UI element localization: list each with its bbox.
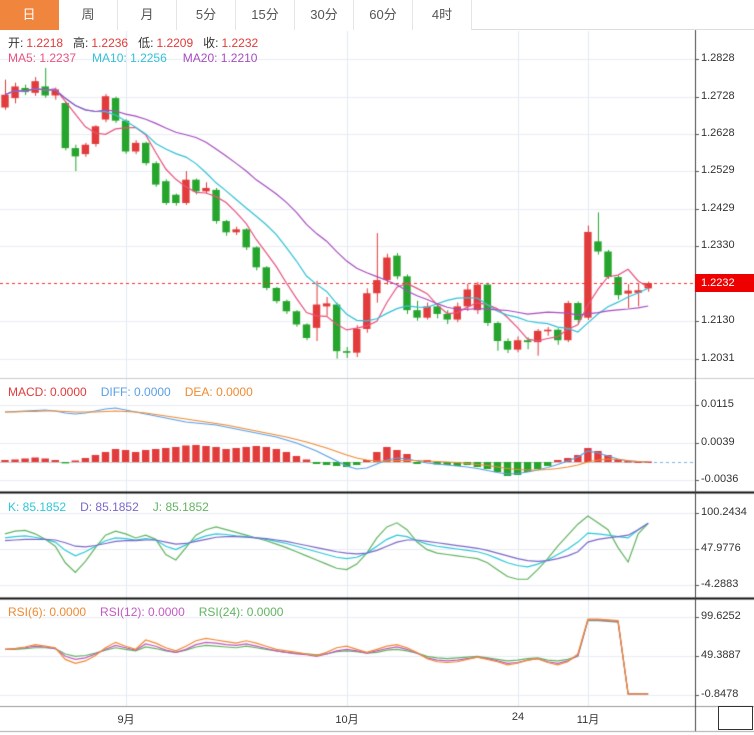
low-label: 低: — [138, 36, 154, 50]
rsi-tick-low: -0.8478 — [701, 688, 739, 700]
rsi6-value: RSI(6): 0.0000 — [8, 605, 87, 619]
ohlc-readout: 开: 1.2218 高: 1.2236 低: 1.2209 收: 1.2232 — [8, 34, 268, 51]
price-tick-1.2330: 1.2330 — [701, 239, 735, 251]
price-tick-1.2130: 1.2130 — [701, 314, 735, 326]
tab-30min[interactable]: 30分 — [295, 0, 354, 30]
low-value: 1.2209 — [156, 35, 194, 50]
price-tick-1.2628: 1.2628 — [701, 127, 735, 139]
price-tick-1.2529: 1.2529 — [701, 164, 735, 176]
current-price-badge: 1.2232 — [695, 274, 754, 292]
rsi-tick-mid: 49.3887 — [701, 649, 741, 661]
tab-15min[interactable]: 15分 — [236, 0, 295, 30]
j-value: J: 85.1852 — [152, 500, 209, 514]
x-tick-november: 11月 — [576, 714, 600, 726]
macd-tick-mid: 0.0039 — [701, 436, 735, 448]
x-tick-october: 10月 — [335, 714, 359, 726]
axis-corner-box — [718, 706, 753, 730]
kdj-tick-high: 100.2434 — [701, 506, 747, 518]
price-tick-1.2728: 1.2728 — [701, 90, 735, 102]
dea-value: DEA: 0.0000 — [184, 385, 253, 399]
high-label: 高: — [73, 36, 89, 50]
high-value: 1.2236 — [91, 35, 129, 50]
macd-tick-low: -0.0036 — [701, 473, 739, 485]
macd-tick-high: 0.0115 — [701, 398, 734, 410]
ma20-value: MA20: 1.2210 — [182, 51, 258, 65]
close-label: 收: — [203, 36, 219, 50]
ma10-value: MA10: 1.2256 — [92, 51, 167, 65]
k-value: K: 85.1852 — [8, 500, 67, 514]
macd-value: MACD: 0.0000 — [8, 385, 87, 399]
close-value: 1.2232 — [221, 35, 259, 50]
open-value: 1.2218 — [26, 35, 64, 50]
x-tick-24: 24 — [511, 711, 525, 723]
rsi-readout: RSI(6): 0.0000 RSI(12): 0.0000 RSI(24): … — [8, 605, 283, 619]
rsi24-value: RSI(24): 0.0000 — [198, 605, 284, 619]
d-value: D: 85.1852 — [80, 500, 139, 514]
tab-5min[interactable]: 5分 — [177, 0, 236, 30]
price-tick-1.2031: 1.2031 — [701, 352, 735, 364]
tab-month[interactable]: 月 — [118, 0, 177, 30]
tab-week[interactable]: 周 — [59, 0, 118, 30]
diff-value: DIFF: 0.0000 — [100, 385, 171, 399]
open-label: 开: — [8, 36, 24, 50]
kdj-tick-low: -4.2883 — [701, 578, 739, 590]
tab-4hour[interactable]: 4时 — [413, 0, 472, 30]
kdj-readout: K: 85.1852 D: 85.1852 J: 85.1852 — [8, 500, 209, 514]
macd-readout: MACD: 0.0000 DIFF: 0.0000 DEA: 0.0000 — [8, 385, 253, 399]
kdj-tick-mid: 47.9776 — [701, 542, 741, 554]
price-tick-1.2429: 1.2429 — [701, 202, 735, 214]
period-tab-bar: 日 周 月 5分 15分 30分 60分 4时 — [0, 0, 754, 30]
price-tick-1.2828: 1.2828 — [701, 52, 735, 64]
ma5-value: MA5: 1.2237 — [8, 51, 77, 65]
tab-60min[interactable]: 60分 — [354, 0, 413, 30]
rsi-tick-high: 99.6252 — [701, 610, 741, 622]
x-tick-september: 9月 — [117, 714, 135, 726]
tab-day[interactable]: 日 — [0, 0, 59, 30]
rsi12-value: RSI(12): 0.0000 — [100, 605, 185, 619]
ma-readout: MA5: 1.2237 MA10: 1.2256 MA20: 1.2210 — [8, 51, 257, 65]
